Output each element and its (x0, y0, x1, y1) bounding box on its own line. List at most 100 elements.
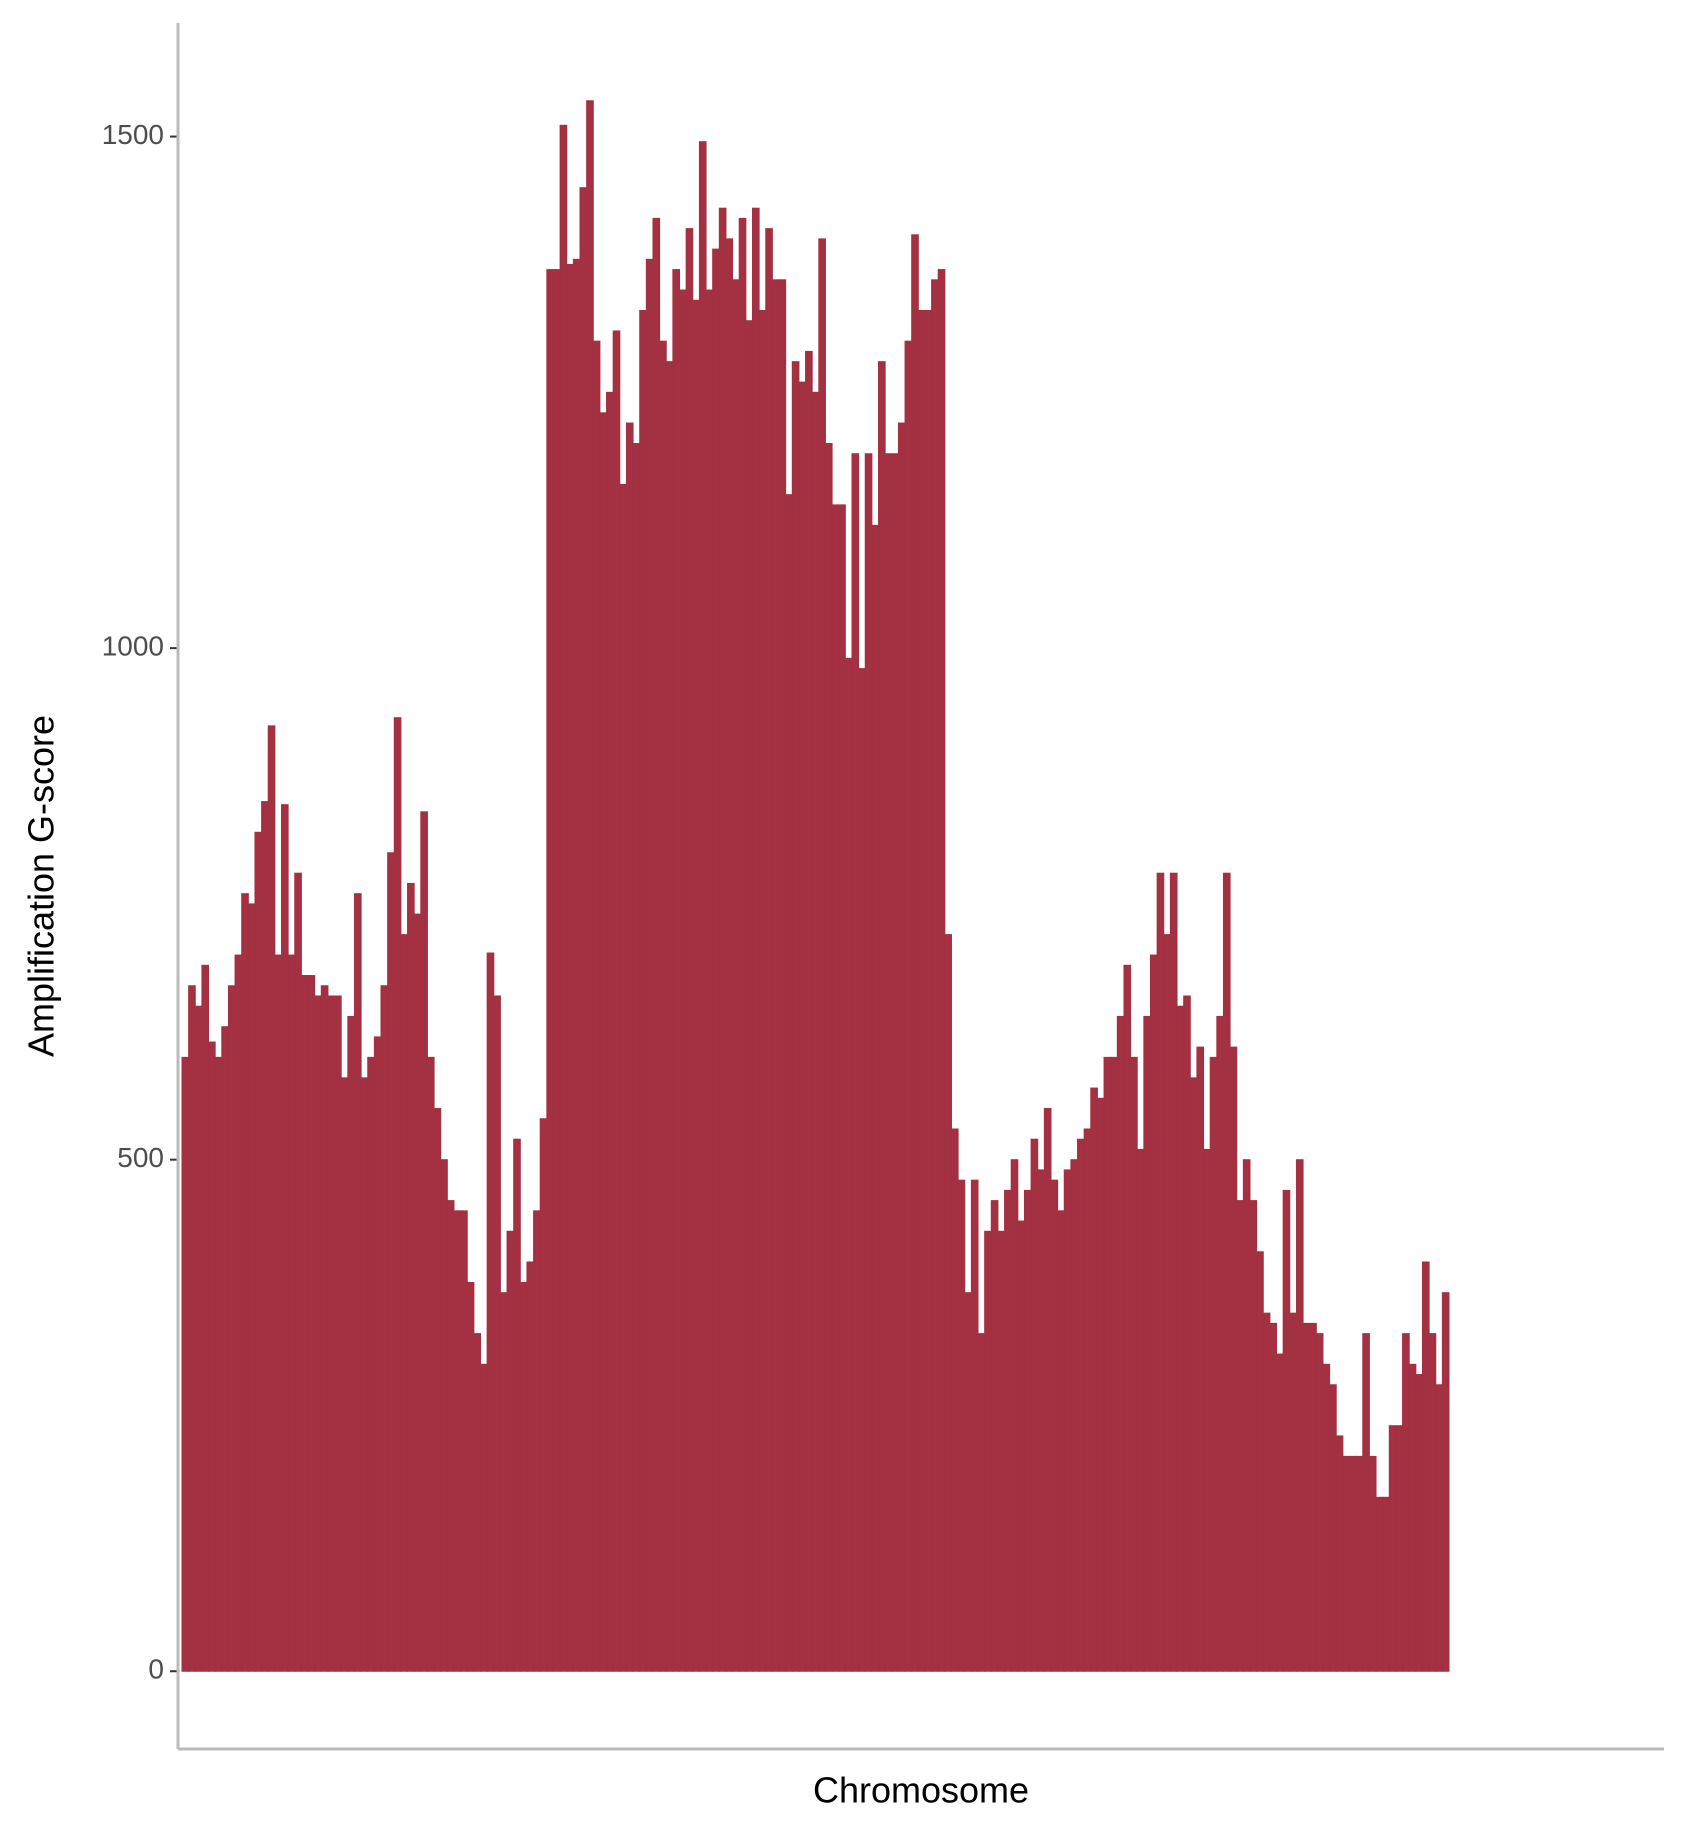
bar (1269, 1322, 1278, 1672)
bar (1421, 1261, 1430, 1672)
bar (805, 350, 813, 1672)
bar (586, 100, 594, 1672)
bar (1216, 1015, 1224, 1672)
bar (446, 1200, 455, 1672)
bar (1163, 934, 1171, 1672)
bar (1130, 1056, 1138, 1672)
bar (1395, 1425, 1404, 1672)
bar (579, 187, 588, 1672)
bar (619, 483, 627, 1672)
bar (1043, 1108, 1052, 1672)
bar (751, 207, 760, 1672)
bar (625, 422, 634, 1672)
bar (194, 1005, 203, 1672)
bar (1063, 1169, 1072, 1672)
bar (353, 893, 362, 1672)
bar (566, 263, 574, 1672)
bar (1209, 1056, 1218, 1672)
bar (460, 1210, 468, 1672)
bar (1295, 1159, 1304, 1672)
bar (1090, 1087, 1098, 1672)
bar (493, 995, 501, 1672)
bar (990, 1200, 999, 1672)
bar (1348, 1455, 1357, 1672)
bar (1123, 964, 1132, 1672)
bar (1362, 1333, 1370, 1672)
bar (334, 995, 342, 1672)
bar (559, 124, 568, 1672)
bar (453, 1210, 462, 1672)
y-tick-label: 500 (117, 1142, 164, 1173)
bar (765, 228, 773, 1672)
bar (433, 1108, 442, 1672)
bar (679, 289, 687, 1672)
bar (1183, 995, 1191, 1672)
y-tick-label: 1000 (102, 631, 164, 662)
bar (1236, 1200, 1244, 1672)
bar (771, 279, 780, 1672)
bar (1083, 1128, 1092, 1672)
bar (1077, 1138, 1085, 1672)
bar (533, 1210, 541, 1672)
bar (287, 954, 296, 1672)
bar (718, 207, 727, 1672)
bar (347, 1015, 355, 1672)
bar (818, 238, 826, 1672)
bar (506, 1230, 515, 1672)
bar (327, 995, 336, 1672)
bar (931, 279, 939, 1672)
bar (831, 504, 840, 1672)
bar (486, 952, 495, 1672)
bar (606, 391, 614, 1672)
bar (546, 269, 554, 1672)
bar (878, 361, 886, 1672)
bar (884, 453, 893, 1672)
bar (1096, 1097, 1105, 1672)
bar (1242, 1159, 1251, 1672)
bar (1176, 1005, 1185, 1672)
bar (307, 975, 316, 1672)
bar (1276, 1353, 1284, 1672)
bar (274, 954, 283, 1672)
bar (732, 279, 740, 1672)
bar (1110, 1056, 1118, 1672)
bar (1037, 1169, 1045, 1672)
bar (1023, 1189, 1032, 1672)
bar (473, 1333, 482, 1672)
bar (1010, 1159, 1019, 1672)
bar (300, 975, 309, 1672)
bar (645, 258, 654, 1672)
bar (1428, 1333, 1437, 1672)
bar (420, 811, 428, 1672)
bar (1342, 1455, 1350, 1672)
bar (426, 1056, 435, 1672)
bar (367, 1056, 375, 1672)
bar (698, 141, 707, 1672)
bar (1335, 1435, 1344, 1672)
bar (373, 1036, 382, 1672)
bar (1103, 1056, 1112, 1672)
bar (891, 453, 899, 1672)
bar (672, 269, 681, 1672)
bar (970, 1179, 979, 1672)
bar (1368, 1455, 1377, 1672)
bar (1136, 1148, 1145, 1672)
bar (612, 330, 621, 1672)
bar (917, 309, 926, 1672)
bar (294, 872, 302, 1672)
bar (824, 443, 833, 1672)
bar (1116, 1015, 1125, 1672)
y-tick-label: 0 (148, 1654, 164, 1685)
bar (513, 1138, 521, 1672)
bar (1017, 1220, 1025, 1672)
bar (639, 309, 647, 1672)
bar (1030, 1138, 1039, 1672)
bar (791, 361, 800, 1672)
bar (1408, 1363, 1417, 1672)
bar (539, 1118, 548, 1672)
bar (1189, 1077, 1198, 1672)
bar (1203, 1148, 1211, 1672)
bar (811, 391, 820, 1672)
bar (911, 234, 919, 1672)
